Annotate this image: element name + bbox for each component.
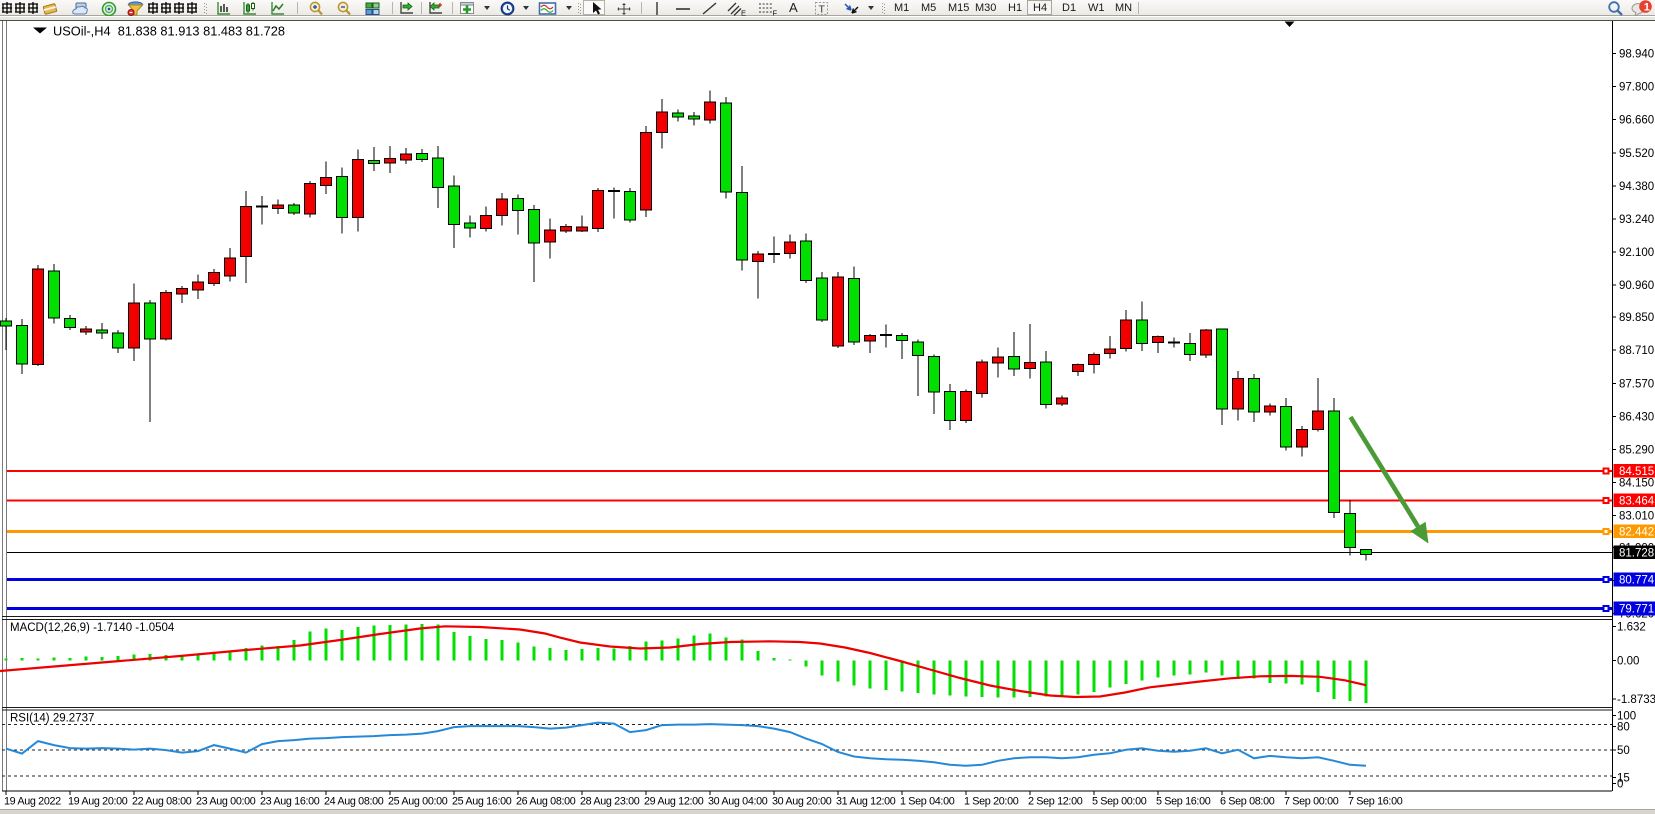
svg-text:-1.8733: -1.8733 — [1617, 694, 1655, 706]
svg-text:0.00: 0.00 — [1617, 655, 1639, 667]
svg-text:25 Aug 00:00: 25 Aug 00:00 — [388, 796, 448, 808]
svg-text:E: E — [741, 9, 746, 17]
svg-text:15: 15 — [1617, 773, 1630, 785]
svg-text:5 Sep 16:00: 5 Sep 16:00 — [1156, 796, 1211, 808]
svg-text:19 Aug 20:00: 19 Aug 20:00 — [68, 796, 128, 808]
svg-text:0: 0 — [1617, 778, 1623, 790]
svg-text:83.464: 83.464 — [1619, 496, 1655, 508]
svg-text:31 Aug 12:00: 31 Aug 12:00 — [836, 796, 896, 808]
svg-text:28 Aug 23:00: 28 Aug 23:00 — [580, 796, 640, 808]
svg-text:90.960: 90.960 — [1619, 280, 1654, 292]
svg-text:23 Aug 16:00: 23 Aug 16:00 — [260, 796, 320, 808]
svg-text:RSI(14) 29.2737: RSI(14) 29.2737 — [10, 713, 94, 725]
svg-text:80.774: 80.774 — [1619, 575, 1655, 587]
svg-text:5 Sep 00:00: 5 Sep 00:00 — [1092, 796, 1147, 808]
svg-text:50: 50 — [1617, 745, 1630, 757]
svg-text:30 Aug 20:00: 30 Aug 20:00 — [772, 796, 832, 808]
svg-text:22 Aug 08:00: 22 Aug 08:00 — [132, 796, 192, 808]
svg-text:30 Aug 04:00: 30 Aug 04:00 — [708, 796, 768, 808]
svg-text:MACD(12,26,9) -1.7140 -1.0504: MACD(12,26,9) -1.7140 -1.0504 — [10, 622, 175, 634]
svg-text:80: 80 — [1617, 721, 1630, 733]
svg-text:23 Aug 00:00: 23 Aug 00:00 — [196, 796, 256, 808]
svg-text:84.150: 84.150 — [1619, 477, 1654, 489]
svg-text:100: 100 — [1617, 711, 1636, 723]
svg-text:89.850: 89.850 — [1619, 312, 1654, 324]
svg-text:2 Sep 12:00: 2 Sep 12:00 — [1028, 796, 1083, 808]
svg-text:96.660: 96.660 — [1619, 115, 1654, 127]
svg-text:6 Sep 08:00: 6 Sep 08:00 — [1220, 796, 1275, 808]
svg-text:T: T — [819, 4, 826, 16]
svg-text:88.710: 88.710 — [1619, 345, 1654, 357]
svg-text:19 Aug 2022: 19 Aug 2022 — [4, 796, 61, 808]
svg-text:29 Aug 12:00: 29 Aug 12:00 — [644, 796, 704, 808]
svg-text:79.771: 79.771 — [1619, 604, 1654, 616]
svg-text:F: F — [773, 9, 778, 17]
svg-text:24 Aug 08:00: 24 Aug 08:00 — [324, 796, 384, 808]
svg-text:1 Sep 20:00: 1 Sep 20:00 — [964, 796, 1019, 808]
svg-text:84.515: 84.515 — [1619, 466, 1654, 478]
svg-text:1 Sep 04:00: 1 Sep 04:00 — [900, 796, 955, 808]
svg-text:82.442: 82.442 — [1619, 527, 1654, 539]
svg-text:26 Aug 08:00: 26 Aug 08:00 — [516, 796, 576, 808]
svg-text:85.290: 85.290 — [1619, 444, 1654, 456]
svg-text:87.570: 87.570 — [1619, 378, 1654, 390]
svg-text:92.100: 92.100 — [1619, 247, 1654, 259]
svg-text:1.632: 1.632 — [1617, 621, 1646, 633]
svg-text:95.520: 95.520 — [1619, 148, 1654, 160]
svg-text:98.940: 98.940 — [1619, 49, 1654, 61]
svg-text:81.728: 81.728 — [1619, 548, 1654, 560]
svg-text:97.800: 97.800 — [1619, 82, 1654, 94]
svg-text:25 Aug 16:00: 25 Aug 16:00 — [452, 796, 512, 808]
svg-text:7 Sep 00:00: 7 Sep 00:00 — [1284, 796, 1339, 808]
svg-text:USOil-,H4 81.838 81.913 81.48: USOil-,H4 81.838 81.913 81.483 81.728 — [53, 24, 285, 39]
svg-text:1: 1 — [1644, 2, 1650, 14]
svg-text:93.240: 93.240 — [1619, 214, 1654, 226]
svg-text:94.380: 94.380 — [1619, 181, 1654, 193]
svg-text:86.430: 86.430 — [1619, 411, 1654, 423]
svg-text:7 Sep 16:00: 7 Sep 16:00 — [1348, 796, 1403, 808]
svg-text:83.010: 83.010 — [1619, 511, 1654, 523]
